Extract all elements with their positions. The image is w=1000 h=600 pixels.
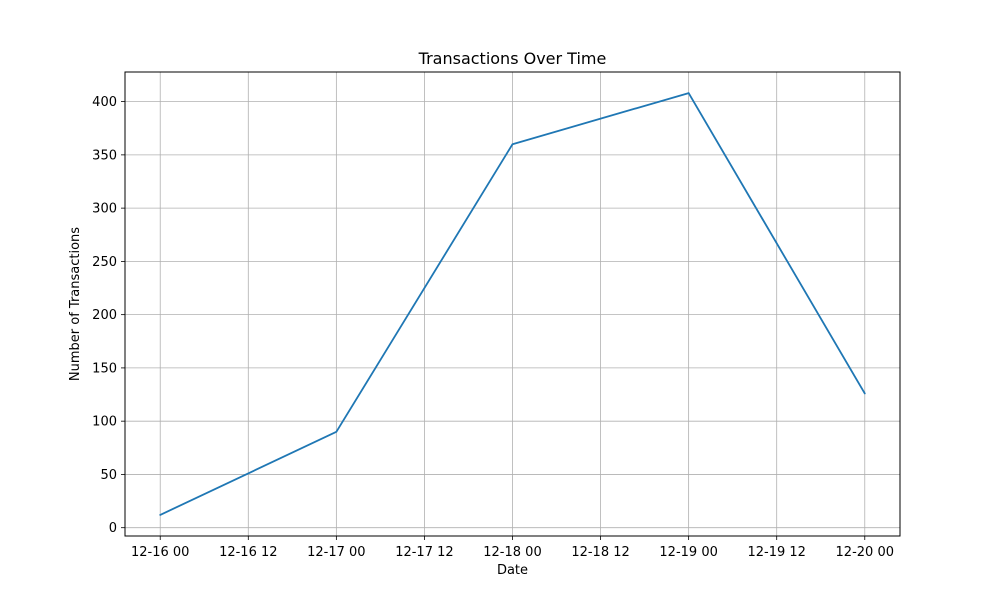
ticks: 12-16 00 12-16 12 12-17 00 12-17 12 12-18 00… bbox=[92, 95, 894, 560]
y-tick-label: 250 bbox=[92, 255, 117, 270]
x-tick-label: 12-17 12 bbox=[395, 545, 453, 560]
x-tick-label: 12-20 00 bbox=[836, 545, 894, 560]
x-tick-label: 12-19 00 bbox=[659, 545, 717, 560]
y-tick-label: 0 bbox=[109, 521, 117, 536]
x-axis-title: Date bbox=[497, 563, 528, 578]
series-layer bbox=[159, 92, 866, 516]
y-tick-label: 150 bbox=[92, 361, 117, 376]
x-tick-label: 12-17 00 bbox=[307, 545, 365, 560]
x-tick-label: 12-19 12 bbox=[747, 545, 805, 560]
y-tick-label: 350 bbox=[92, 148, 117, 163]
grid bbox=[125, 72, 900, 536]
y-axis-title: Number of Transactions bbox=[68, 227, 83, 381]
y-tick-label: 100 bbox=[92, 415, 117, 430]
chart-title: Transactions Over Time bbox=[418, 49, 607, 68]
y-tick-label: 300 bbox=[92, 202, 117, 217]
x-tick-label: 12-16 12 bbox=[219, 545, 277, 560]
x-tick-label: 12-18 00 bbox=[483, 545, 541, 560]
series-line bbox=[159, 92, 866, 516]
x-tick-label: 12-16 00 bbox=[131, 545, 189, 560]
y-tick-label: 400 bbox=[92, 95, 117, 110]
y-tick-label: 200 bbox=[92, 308, 117, 323]
y-tick-label: 50 bbox=[100, 468, 117, 483]
x-tick-label: 12-18 12 bbox=[571, 545, 629, 560]
